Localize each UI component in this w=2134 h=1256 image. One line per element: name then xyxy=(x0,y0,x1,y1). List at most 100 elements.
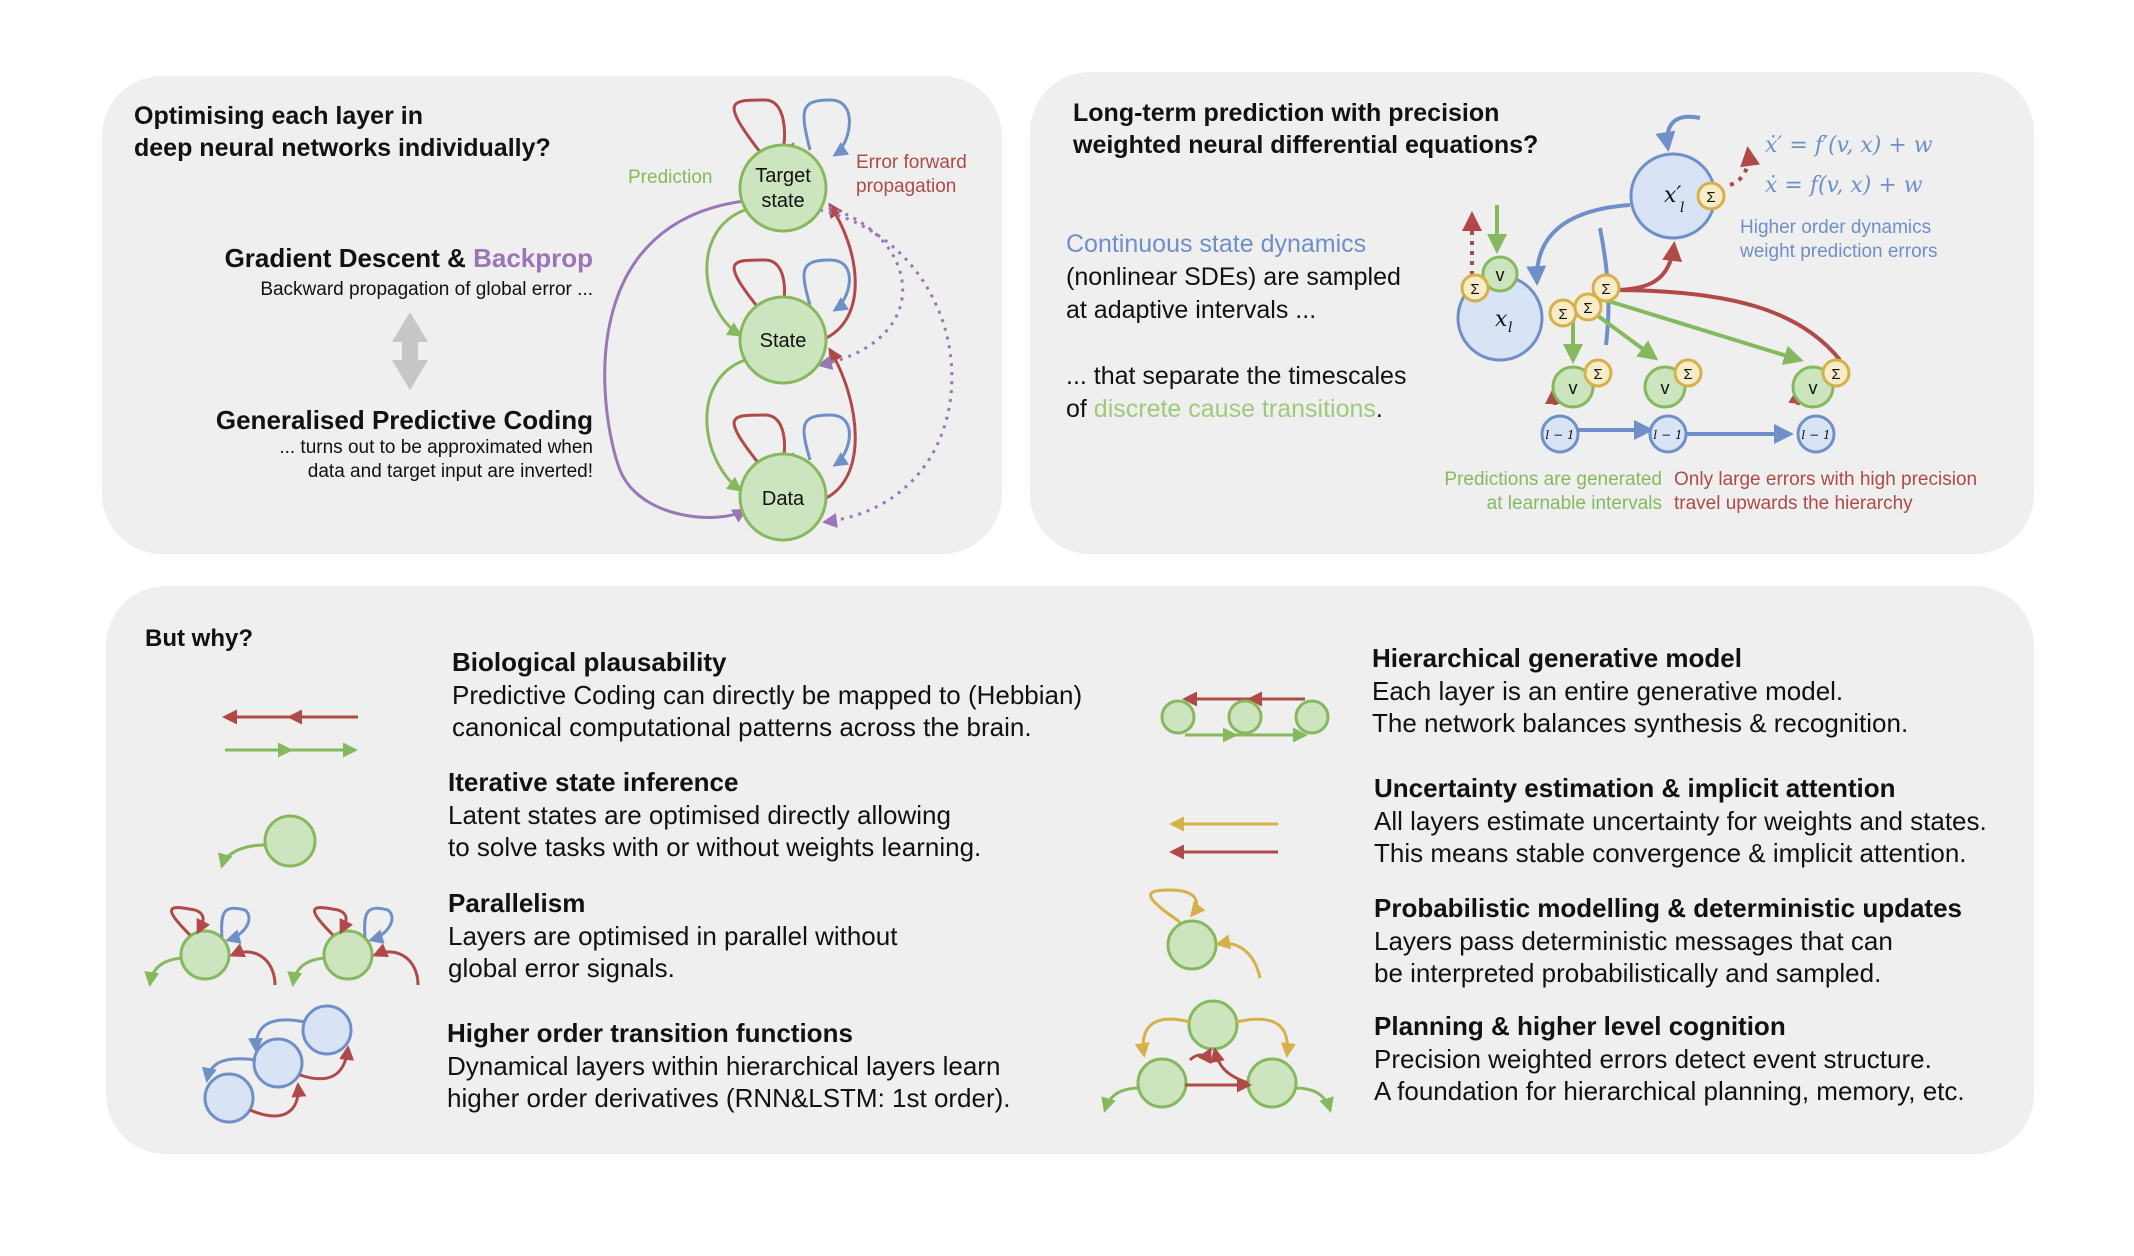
svg-text:Σ: Σ xyxy=(1831,366,1840,383)
node-xl-sub: l xyxy=(1508,320,1512,336)
item-bio-line1: Predictive Coding can directly be mapped… xyxy=(452,680,1083,710)
node-v-top xyxy=(1481,255,1519,293)
item-unc-line2: This means stable convergence & implicit… xyxy=(1374,838,1967,868)
item-plan-line2: A foundation for hierarchical planning, … xyxy=(1374,1076,1965,1106)
panel2-title-line1: Long-term prediction with precision xyxy=(1073,99,1500,127)
bio-arrows-icon xyxy=(222,709,358,758)
iterative-node-icon xyxy=(217,814,317,869)
label-pred-2: at learnable intervals xyxy=(1487,493,1662,514)
equation-1: ẋ′ = f′(v, x) + w xyxy=(1765,133,1933,158)
uncertainty-arrows-icon xyxy=(1169,816,1278,860)
item-iter-title: Iterative state inference xyxy=(448,767,739,797)
node-lm1-2 xyxy=(1648,414,1688,454)
panel2-desc-line2: (nonlinear SDEs) are sampled xyxy=(1066,263,1401,291)
svg-text:l − 1: l − 1 xyxy=(1545,428,1574,442)
svg-text:Σ: Σ xyxy=(1470,281,1479,298)
label-pred-1: Predictions are generated xyxy=(1444,469,1662,490)
planning-tree-icon xyxy=(1101,999,1334,1113)
node-v-top-label: v xyxy=(1496,265,1505,285)
item-prob-line2: be interpreted probabilistically and sam… xyxy=(1374,958,1882,988)
item-prob-line1: Layers pass deterministic messages that … xyxy=(1374,926,1893,956)
label-err-2: travel upwards the hierarchy xyxy=(1674,493,1913,514)
node-target-label-1: Target xyxy=(755,165,811,187)
label-prediction: Prediction xyxy=(628,167,713,188)
panel3-title: But why? xyxy=(145,625,253,652)
svg-text:Σ: Σ xyxy=(1558,306,1567,323)
item-plan-title: Planning & higher level cognition xyxy=(1374,1011,1786,1041)
panel1-title-line1: Optimising each layer in xyxy=(134,102,423,130)
node-target-label-2: state xyxy=(761,190,804,212)
node-v-3-label: v xyxy=(1809,378,1818,398)
label-err-1: Only large errors with high precision xyxy=(1674,469,1977,490)
node-xlp-label: x′ xyxy=(1664,183,1681,208)
item-prob-title: Probabilistic modelling & deterministic … xyxy=(1374,893,1962,923)
item-iter-line1: Latent states are optimised directly all… xyxy=(448,800,951,830)
item-hgm-line2: The network balances synthesis & recogni… xyxy=(1372,708,1909,738)
gd-title-backprop: Backprop xyxy=(473,243,593,273)
node-v-1 xyxy=(1551,365,1595,409)
svg-text:l − 1: l − 1 xyxy=(1653,428,1682,442)
item-bio-title: Biological plausability xyxy=(452,647,727,677)
item-hot-line2: higher order derivatives (RNN&LSTM: 1st … xyxy=(447,1083,1011,1113)
panel2-desc-line5: of discrete cause transitions. xyxy=(1066,395,1383,424)
parallel-nodes-icon xyxy=(144,906,420,987)
node-state-label: State xyxy=(760,330,807,352)
label-error-forward-1: Error forward xyxy=(856,152,967,173)
svg-text:Σ: Σ xyxy=(1593,366,1602,383)
desc5-highlight: discrete cause transitions xyxy=(1093,395,1376,423)
svg-text:Σ: Σ xyxy=(1683,366,1692,383)
label-error-forward-2: propagation xyxy=(856,176,956,197)
panel-but-why xyxy=(106,586,2034,1154)
svg-text:l − 1: l − 1 xyxy=(1801,428,1830,442)
item-par-line1: Layers are optimised in parallel without xyxy=(448,921,898,951)
item-unc-line1: All layers estimate uncertainty for weig… xyxy=(1374,806,1987,836)
item-unc-title: Uncertainty estimation & implicit attent… xyxy=(1374,773,1896,803)
svg-text:Σ: Σ xyxy=(1601,281,1610,298)
gpc-sub-line1: ... turns out to be approximated when xyxy=(279,437,593,458)
node-lm1-1 xyxy=(1540,414,1580,454)
probabilistic-node-icon xyxy=(1149,888,1262,979)
sigma-nodes: Σ Σ Σ Σ Σ Σ Σ Σ xyxy=(1460,181,1851,388)
panel2-title-line2: weighted neural differential equations? xyxy=(1073,131,1539,159)
node-data xyxy=(738,452,828,542)
desc5-prefix: of xyxy=(1066,395,1094,423)
item-hgm-title: Hierarchical generative model xyxy=(1372,643,1742,673)
panel2-desc-line3: at adaptive intervals ... xyxy=(1066,296,1317,324)
gpc-title: Generalised Predictive Coding xyxy=(215,405,593,435)
node-lm1-3 xyxy=(1796,414,1836,454)
label-hod-2: weight prediction errors xyxy=(1739,241,1937,262)
item-plan-line1: Precision weighted errors detect event s… xyxy=(1374,1044,1932,1074)
item-par-line2: global error signals. xyxy=(448,953,675,983)
hierarchy-chain-icon xyxy=(1160,691,1330,743)
gd-subtitle: Backward propagation of global error ... xyxy=(260,279,593,300)
node-xl-label: x xyxy=(1495,307,1508,332)
item-hot-line1: Dynamical layers within hierarchical lay… xyxy=(447,1051,1001,1081)
item-par-title: Parallelism xyxy=(448,888,586,918)
node-target-state xyxy=(738,143,828,233)
panel1-title-line2: deep neural networks individually? xyxy=(134,134,551,162)
node-xlp-sub: l xyxy=(1680,200,1684,216)
panel2-desc-line1: Continuous state dynamics xyxy=(1066,230,1367,258)
higher-order-nodes-icon xyxy=(202,1004,355,1124)
desc5-suffix: . xyxy=(1375,395,1383,423)
item-hgm-line1: Each layer is an entire generative model… xyxy=(1372,676,1844,706)
item-bio-line2: canonical computational patterns across … xyxy=(452,712,1032,742)
svg-text:Σ: Σ xyxy=(1706,189,1715,206)
panel-backprop-vs-pc xyxy=(102,76,1002,554)
node-v-1-label: v xyxy=(1569,378,1578,398)
node-data-label: Data xyxy=(762,488,805,510)
label-hod-1: Higher order dynamics xyxy=(1740,217,1931,238)
node-v-2-label: v xyxy=(1661,378,1670,398)
item-iter-line2: to solve tasks with or without weights l… xyxy=(448,832,982,862)
gd-title: Gradient Descent & Backprop xyxy=(225,243,593,274)
gd-title-text: Gradient Descent & xyxy=(224,243,474,273)
gpc-sub-line2: data and target input are inverted! xyxy=(307,461,593,482)
panel2-desc-line4: ... that separate the timescales xyxy=(1066,362,1407,390)
node-state xyxy=(738,295,828,385)
item-hot-title: Higher order transition functions xyxy=(447,1018,853,1048)
equation-2: ẋ = f(v, x) + w xyxy=(1765,173,1923,198)
svg-text:Σ: Σ xyxy=(1583,300,1592,317)
